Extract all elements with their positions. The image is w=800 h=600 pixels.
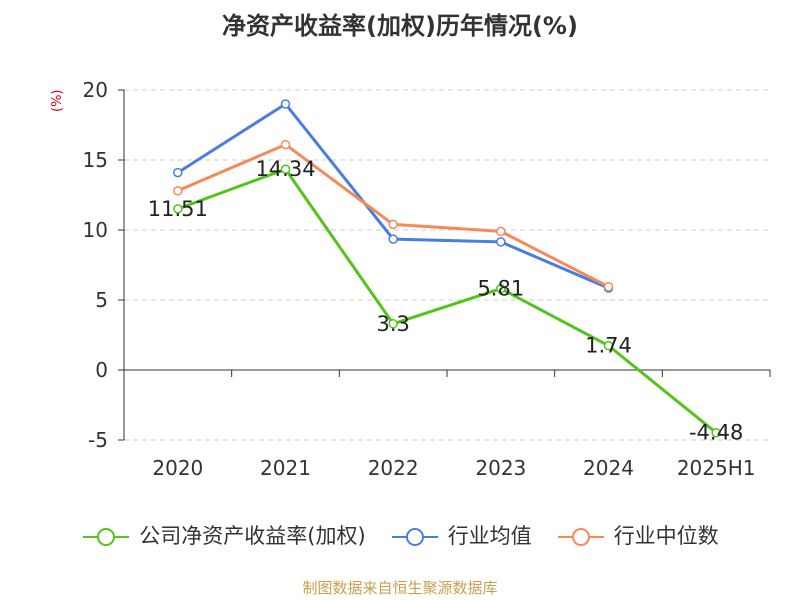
data-label: 11.51 [148,197,208,221]
data-point [173,204,183,214]
series-line [177,143,610,289]
grid-lines [124,89,770,441]
data-label: 14.34 [255,157,315,181]
y-tick-label: -5 [88,428,108,452]
legend-line-marker-icon [83,528,130,546]
legend-item[interactable]: 行业均值 [390,520,532,550]
y-tick-label: 5 [95,288,108,312]
data-point [388,234,398,244]
x-tick-label: 2020 [152,456,203,480]
data-label: 1.74 [585,334,632,358]
series-line [177,102,610,290]
y-tick-label: 10 [83,218,108,242]
data-point [280,164,291,174]
data-point [173,167,183,178]
data-point [496,283,506,294]
series-lines [173,99,721,438]
y-tick-label: 15 [83,148,108,172]
x-tick-label: 2024 [583,456,634,480]
legend-marker [97,528,116,546]
data-point [388,319,398,329]
legend-line-marker-icon [391,528,438,546]
legend-label: 行业均值 [447,524,532,548]
data-point [280,99,291,109]
y-tick-label: 0 [95,358,108,382]
legend-line-marker-icon [557,528,604,546]
legend-marker [405,528,424,546]
data-point [711,427,721,438]
data-point [603,340,614,351]
data-point [173,186,183,196]
x-tick-label: 2021 [260,456,311,480]
data-point [603,281,614,292]
legend-marker [571,528,590,546]
legend-item[interactable]: 公司净资产收益率(加权) [81,520,366,550]
data-point [496,237,506,247]
data-point [388,219,398,230]
x-tick-label: 2023 [475,456,526,480]
data-labels: 11.51 14.34 3.3 5.81 1.74 -4.48 [148,157,744,444]
data-point [280,139,291,150]
data-label: 5.81 [477,277,524,301]
data-point [496,226,506,237]
legend-item[interactable]: 行业中位数 [556,520,719,550]
x-tick-label: 2025H1 [677,456,756,480]
chart-title: 净资产收益率(加权)历年情况(%) [222,12,578,40]
data-label: -4.48 [689,421,743,445]
x-tick-label: 2022 [368,456,419,480]
data-label: 3.3 [376,312,409,336]
legend-label: 公司净资产收益率(加权) [139,524,366,548]
source-note: 制图数据来自恒生聚源数据库 [302,579,498,597]
series-line [177,167,718,434]
legend-label: 行业中位数 [613,524,719,548]
legend: 公司净资产收益率(加权) 行业均值 行业中位数 [0,520,800,550]
y-tick-label: 20 [83,78,108,102]
